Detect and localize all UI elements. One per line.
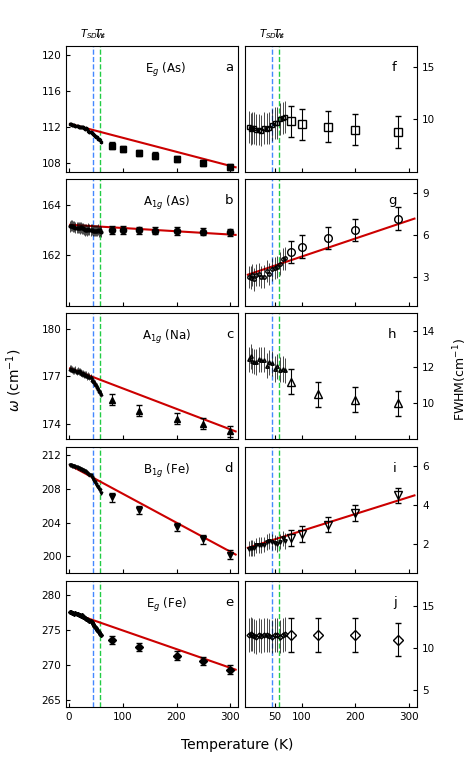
Text: E$_g$ (As): E$_g$ (As) <box>146 61 187 79</box>
Text: d: d <box>225 462 233 475</box>
Text: Temperature (K): Temperature (K) <box>181 739 293 752</box>
Text: c: c <box>226 328 233 341</box>
Text: $T_s$: $T_s$ <box>94 27 106 40</box>
Text: b: b <box>225 195 233 207</box>
Text: j: j <box>393 596 396 609</box>
Text: FWHM(cm$^{-1}$): FWHM(cm$^{-1}$) <box>451 338 469 422</box>
Text: E$_g$ (Fe): E$_g$ (Fe) <box>146 596 187 614</box>
Text: A$_{1g}$ (As): A$_{1g}$ (As) <box>143 195 190 213</box>
Text: g: g <box>388 195 396 207</box>
Text: $\omega$ (cm$^{-1}$): $\omega$ (cm$^{-1}$) <box>4 348 24 412</box>
Text: $T_{SDW}$: $T_{SDW}$ <box>259 27 285 40</box>
Text: f: f <box>392 61 396 74</box>
Text: h: h <box>388 328 396 341</box>
Text: A$_{1g}$ (Na): A$_{1g}$ (Na) <box>142 328 191 347</box>
Text: B$_{1g}$ (Fe): B$_{1g}$ (Fe) <box>143 462 190 480</box>
Text: e: e <box>225 596 233 609</box>
Text: i: i <box>393 462 396 475</box>
Text: $T_{SDW}$: $T_{SDW}$ <box>80 27 106 40</box>
Text: $T_s$: $T_s$ <box>273 27 285 40</box>
Text: a: a <box>225 61 233 74</box>
